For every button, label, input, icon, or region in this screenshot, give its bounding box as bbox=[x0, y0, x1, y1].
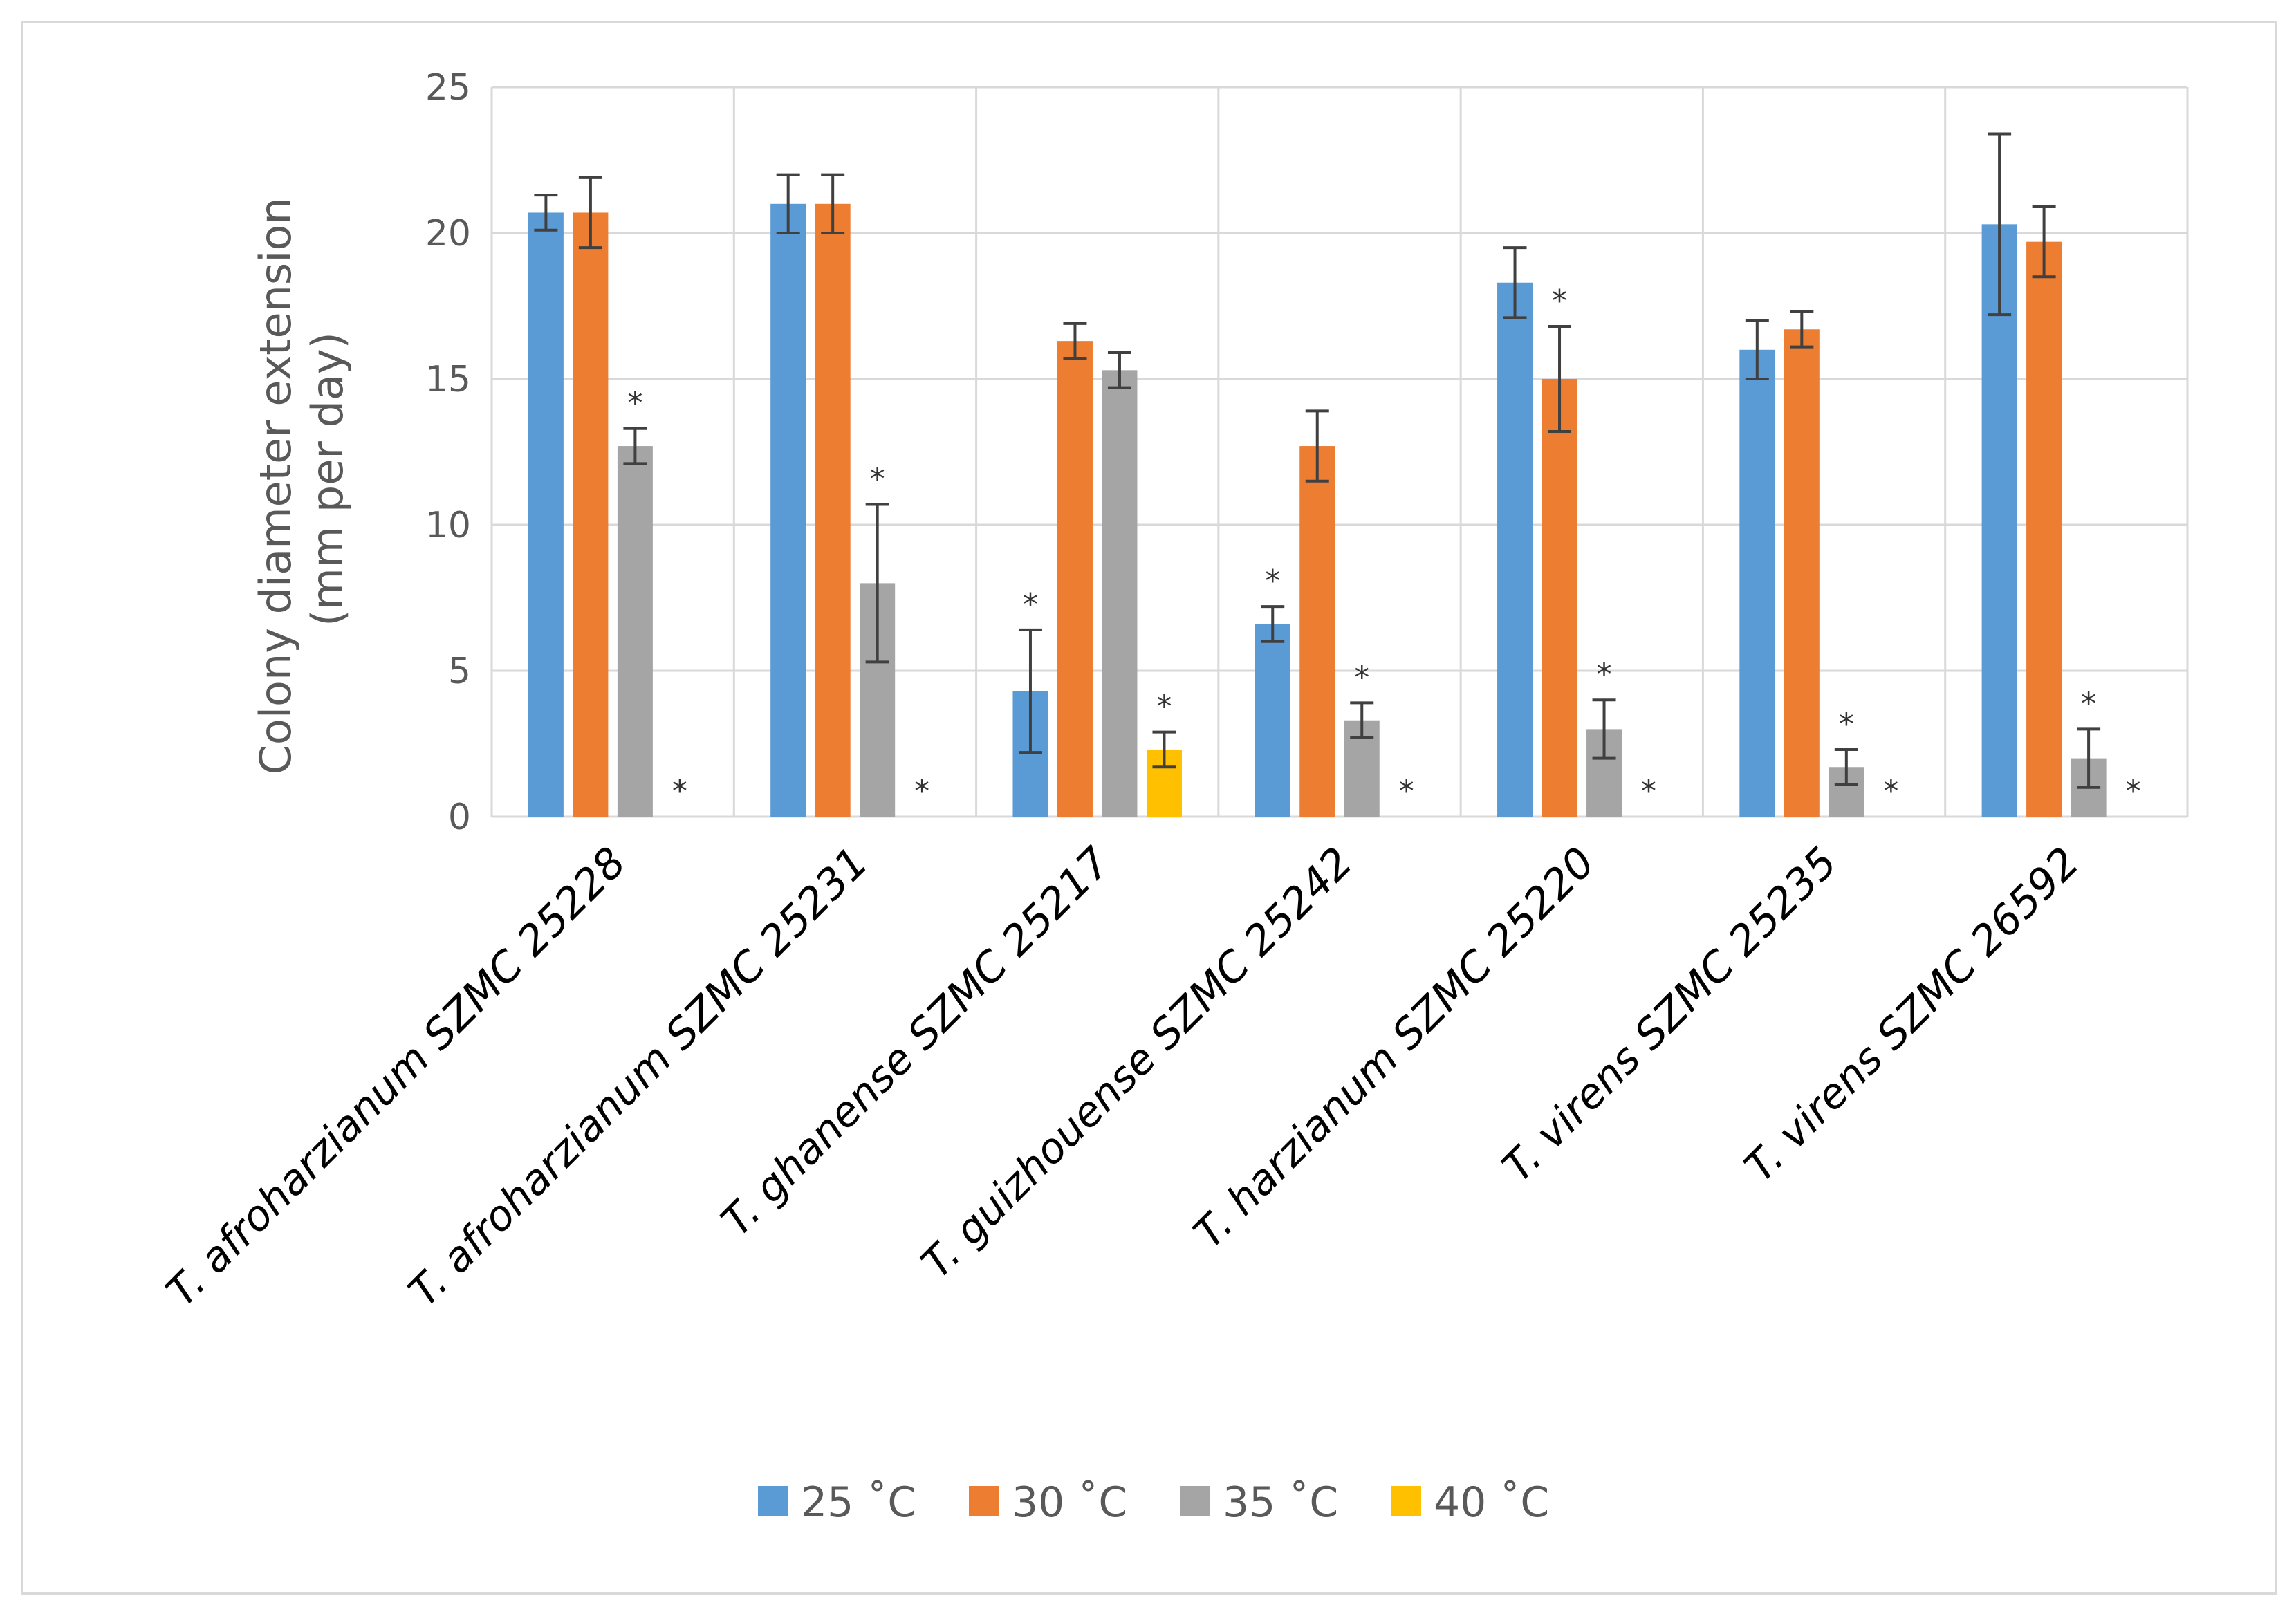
y-axis-label: Colony diameter extension (mm per day) bbox=[250, 184, 353, 775]
bar bbox=[573, 212, 609, 817]
significance-star: * bbox=[1552, 284, 1567, 319]
bar-chart: 0 5 10 15 20 25 Colony diameter extension (mm… bbox=[157, 67, 2189, 1527]
bar bbox=[1784, 329, 1820, 817]
bar bbox=[528, 212, 564, 817]
y-tick-label: 15 bbox=[425, 359, 471, 400]
category-label: T. guizhouense SZMC 25242 bbox=[912, 838, 1362, 1288]
bars bbox=[528, 203, 2107, 817]
category-label: T. ghanense SZMC 25217 bbox=[712, 838, 1120, 1245]
bar bbox=[617, 446, 653, 817]
significance-star: * bbox=[1399, 774, 1414, 809]
chart-frame: 0 5 10 15 20 25 Colony diameter extension (mm… bbox=[21, 21, 2277, 1595]
bar bbox=[1981, 224, 2017, 817]
significance-star: * bbox=[2126, 774, 2141, 809]
significance-star: * bbox=[672, 774, 687, 809]
legend-label: 25 ˚C bbox=[801, 1478, 916, 1527]
significance-star: * bbox=[870, 461, 885, 496]
y-axis-label-line-2: (mm per day) bbox=[302, 332, 353, 626]
category-label: T. afroharzianum SZMC 25228 bbox=[157, 838, 635, 1316]
significance-star: * bbox=[1641, 774, 1656, 809]
y-tick-label: 25 bbox=[425, 67, 471, 109]
bar bbox=[2026, 241, 2062, 817]
significance-star: * bbox=[627, 386, 642, 421]
significance-markers: * * * * * * * * * * * * * * * * bbox=[627, 284, 2140, 809]
significance-star: * bbox=[1839, 707, 1854, 742]
legend-swatch bbox=[969, 1486, 999, 1516]
bar bbox=[1057, 341, 1093, 817]
gridlines bbox=[490, 86, 2189, 818]
significance-star: * bbox=[1023, 587, 1038, 622]
bar bbox=[1102, 370, 1138, 817]
legend: 25 ˚C 30 ˚C 35 ˚C 40 ˚C bbox=[758, 1478, 1549, 1527]
category-label: T. harzianum SZMC 25220 bbox=[1185, 838, 1604, 1258]
significance-star: * bbox=[1265, 564, 1280, 599]
bar bbox=[1542, 379, 1577, 817]
legend-label: 30 ˚C bbox=[1012, 1478, 1127, 1527]
legend-swatch bbox=[758, 1486, 788, 1516]
bar bbox=[1739, 349, 1775, 817]
significance-star: * bbox=[1156, 689, 1172, 725]
bar bbox=[1255, 624, 1290, 817]
significance-star: * bbox=[1883, 774, 1898, 809]
y-axis-label-line-1: Colony diameter extension bbox=[250, 197, 301, 774]
bar bbox=[1299, 446, 1335, 817]
y-tick-label: 10 bbox=[425, 505, 471, 546]
legend-swatch bbox=[1391, 1486, 1421, 1516]
y-tick-label: 20 bbox=[425, 213, 471, 254]
bar bbox=[815, 203, 851, 817]
legend-label: 35 ˚C bbox=[1223, 1478, 1338, 1527]
significance-star: * bbox=[1354, 660, 1369, 695]
legend-label: 40 ˚C bbox=[1434, 1478, 1549, 1527]
legend-swatch bbox=[1180, 1486, 1210, 1516]
y-tick-label: 0 bbox=[448, 797, 471, 838]
bar bbox=[1497, 282, 1533, 817]
category-label: T. afroharzianum SZMC 25231 bbox=[400, 838, 878, 1316]
significance-star: * bbox=[1597, 657, 1612, 692]
bar bbox=[770, 203, 806, 817]
significance-star: * bbox=[914, 774, 929, 809]
error-bars bbox=[534, 132, 2101, 789]
y-tick-label: 5 bbox=[448, 651, 471, 692]
significance-star: * bbox=[2081, 686, 2096, 721]
y-axis-ticks: 0 5 10 15 20 25 bbox=[425, 67, 471, 838]
